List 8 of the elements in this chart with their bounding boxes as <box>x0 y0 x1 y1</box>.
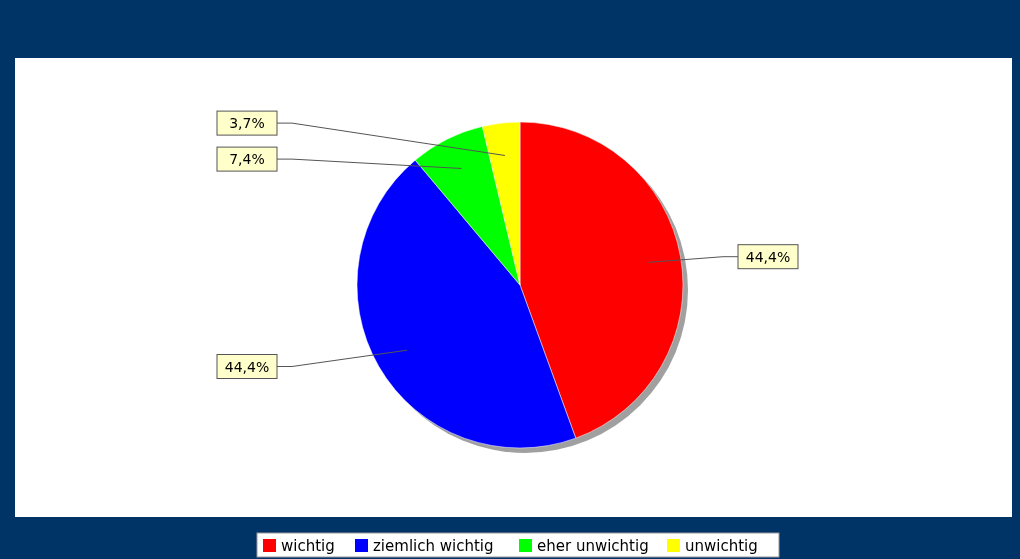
legend-label: unwichtig <box>685 537 758 555</box>
legend-label: wichtig <box>281 537 335 555</box>
data-label: 44,4% <box>745 248 791 265</box>
legend-label: eher unwichtig <box>537 537 649 555</box>
data-label: 44,4% <box>224 358 270 375</box>
data-label: 7,4% <box>229 151 265 168</box>
legend-label: ziemlich wichtig <box>373 537 494 555</box>
data-label: 3,7% <box>229 115 265 132</box>
